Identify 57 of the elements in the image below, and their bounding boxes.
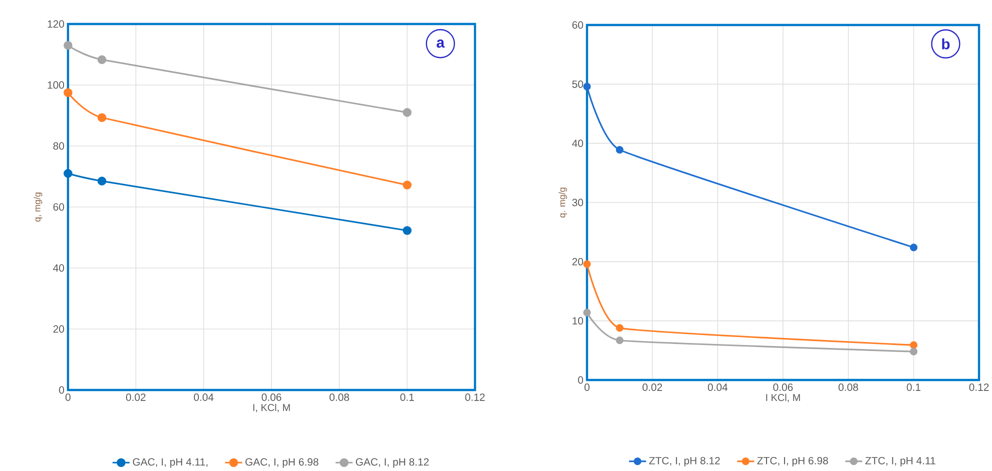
x-tick-label: 0.06 [773,384,793,391]
x-tick-label: 0.04 [194,394,214,401]
x-tick-label: 0.12 [465,394,485,401]
point [98,113,106,122]
text: a [436,40,445,48]
point [64,169,72,178]
y-tick-label: 60 [572,21,584,29]
x-tick-label: 0.02 [642,384,662,391]
x-axis-title: I, KCl, M [253,404,290,412]
x-tick-label: 0.1 [906,384,920,391]
legend-label: ZTC, I, pH 4.11 [865,456,936,466]
point [910,348,918,356]
legend-label: GAC, I, pH 8.12 [356,458,429,468]
y-axis-title: q. mg/g [558,188,568,218]
point [616,336,624,344]
x-tick-label: 0.02 [126,394,146,401]
x-tick-label: 0.08 [330,394,350,401]
point [64,40,72,50]
point [910,341,918,349]
point [402,180,412,190]
x-tick-label: 0.12 [969,384,989,391]
x-tick-label: 0.04 [708,384,728,391]
point [583,308,591,316]
x-tick-label: 0.1 [400,394,414,401]
y-tick-label: 50 [572,80,584,88]
point [64,88,72,98]
y-tick-label: 40 [572,140,584,148]
text: b [942,38,950,50]
point [616,324,624,332]
x-tick-label: 0 [584,384,590,391]
point [910,244,918,252]
legend-label: ZTC, I, pH 8.12 [649,456,720,466]
y-tick-label: 20 [53,325,64,333]
y-tick-label: 120 [48,20,64,28]
y-tick-label: 60 [53,203,64,211]
y-tick-label: 40 [53,264,64,272]
legend-label: ZTC, I, pH 6.98 [757,456,828,466]
x-tick-label: 0.06 [262,394,282,401]
legend-label: GAC, I, pH 4.11, [132,458,208,468]
y-tick-label: 10 [572,317,584,325]
x-tick-label: 0 [66,394,70,401]
y-tick-label: 20 [572,258,584,266]
point [402,226,412,235]
x-tick-label: 0.08 [838,384,858,391]
y-axis-title: q, mg/g [34,192,42,222]
legend-label: GAC, I, pH 6.98 [245,458,318,468]
point [98,55,106,64]
point [583,260,591,268]
y-tick-label: 0 [578,376,584,384]
x-axis-title: I KCl, M [766,394,800,402]
y-tick-label: 100 [48,81,64,89]
y-tick-label: 80 [53,142,64,150]
point [402,108,412,117]
point [616,146,624,154]
y-tick-label: 30 [572,198,584,206]
point [98,176,106,186]
point [583,82,591,90]
